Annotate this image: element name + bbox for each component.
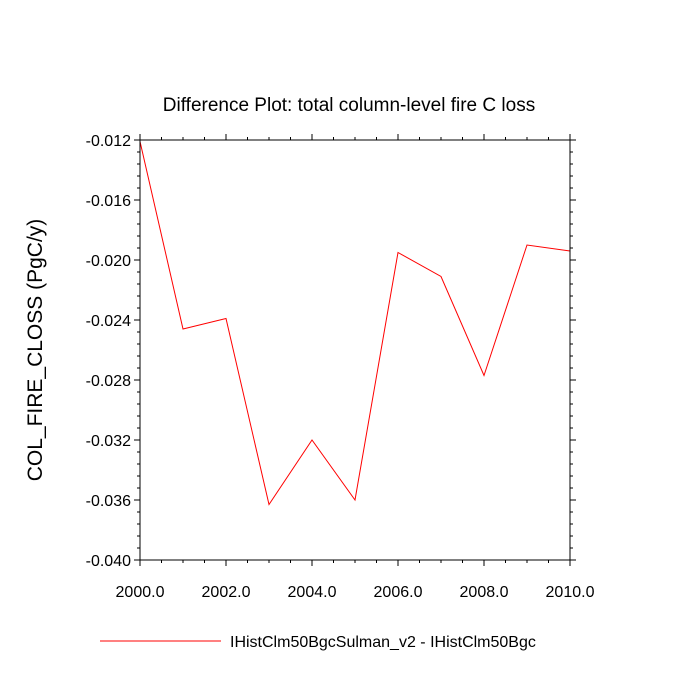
x-tick-label: 2002.0: [202, 584, 251, 601]
axes: -0.012 -0.016 -0.020 -0.024 -0.028 -0.032 -0.0…: [86, 133, 595, 601]
y-tick-label: -0.016: [86, 193, 131, 210]
y-tick-label: -0.040: [86, 553, 131, 570]
legend-label: IHistClm50BgcSulman_v2 - IHistClm50Bgc: [230, 634, 536, 651]
x-tick-label: 2010.0: [546, 584, 595, 601]
y-tick-label: -0.028: [86, 373, 131, 390]
x-tick-label: 2008.0: [460, 584, 509, 601]
series-line: [139, 141, 571, 506]
x-tick-label: 2000.0: [116, 584, 165, 601]
x-tick-label: 2004.0: [288, 584, 337, 601]
x-tick-label: 2006.0: [374, 584, 423, 601]
chart-title: Difference Plot: total column-level fire…: [163, 95, 535, 116]
plot-frame: [139, 139, 571, 561]
y-axis-label: COL_FIRE_CLOSS (PgC/y): [24, 219, 47, 482]
series-layer: [139, 141, 571, 506]
y-tick-label: -0.024: [86, 313, 131, 330]
legend: IHistClm50BgcSulman_v2 - IHistClm50Bgc: [100, 634, 536, 651]
y-tick-label: -0.036: [86, 493, 131, 510]
y-tick-label: -0.012: [86, 133, 131, 150]
y-tick-label: -0.032: [86, 433, 131, 450]
y-tick-label: -0.020: [86, 253, 131, 270]
